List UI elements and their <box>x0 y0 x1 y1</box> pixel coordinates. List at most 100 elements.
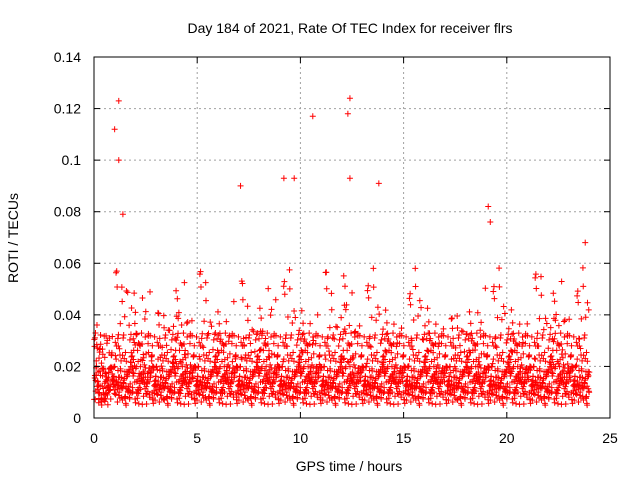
data-point <box>185 400 192 407</box>
data-point <box>243 367 250 374</box>
data-point <box>296 352 303 359</box>
data-point <box>418 304 425 311</box>
data-point <box>583 393 590 400</box>
data-point <box>222 341 229 348</box>
data-point <box>265 285 272 292</box>
data-point <box>457 349 464 356</box>
data-point <box>119 211 126 218</box>
x-tick-label: 10 <box>293 430 309 446</box>
data-point <box>135 390 142 397</box>
axis-tick-labels: 0 5 10 15 20 25 0 0.02 0.04 0.06 0.08 0.1 0.12 0.14 <box>54 49 618 446</box>
data-point <box>256 305 263 312</box>
data-point <box>364 356 371 363</box>
x-tick-label: 25 <box>602 430 618 446</box>
data-point <box>290 393 297 400</box>
data-point <box>376 311 383 318</box>
data-point <box>287 352 294 359</box>
data-point <box>311 383 318 390</box>
data-point <box>216 399 223 406</box>
data-point <box>392 361 399 368</box>
y-tick-label: 0 <box>73 410 81 426</box>
data-point <box>449 399 456 406</box>
data-point <box>586 389 593 396</box>
data-point <box>386 376 393 383</box>
data-point <box>445 397 452 404</box>
data-point <box>114 399 121 406</box>
data-point <box>297 372 304 379</box>
data-point <box>522 340 529 347</box>
data-point <box>104 401 111 408</box>
data-point <box>382 368 389 375</box>
data-point <box>219 384 226 391</box>
data-point <box>519 333 526 340</box>
data-point <box>312 340 319 347</box>
data-point <box>196 391 203 398</box>
data-point <box>504 336 511 343</box>
data-point <box>215 368 222 375</box>
data-point <box>369 367 376 374</box>
data-point <box>239 280 246 287</box>
data-point <box>173 287 180 294</box>
data-point <box>390 321 397 328</box>
data-point <box>200 389 207 396</box>
y-tick-label: 0.1 <box>62 152 82 168</box>
data-point <box>194 397 201 404</box>
data-point <box>389 389 396 396</box>
data-point <box>151 333 158 340</box>
data-point <box>182 347 189 354</box>
data-point <box>353 400 360 407</box>
data-point <box>366 343 373 350</box>
data-point <box>473 330 480 337</box>
data-point <box>195 363 202 370</box>
data-point <box>466 368 473 375</box>
data-point <box>428 376 435 383</box>
data-point <box>216 320 223 327</box>
data-point <box>276 400 283 407</box>
data-point <box>248 402 255 409</box>
data-point <box>110 373 117 380</box>
data-point <box>507 356 514 363</box>
data-point <box>275 342 282 349</box>
data-point <box>577 389 584 396</box>
data-point <box>553 395 560 402</box>
data-point <box>203 335 210 342</box>
data-point <box>454 324 461 331</box>
data-point <box>254 352 261 359</box>
data-point <box>371 335 378 342</box>
data-point <box>351 333 358 340</box>
data-point <box>259 328 266 335</box>
y-tick-label: 0.08 <box>54 204 81 220</box>
data-point <box>310 337 317 344</box>
data-point <box>417 372 424 379</box>
data-point <box>385 395 392 402</box>
data-point <box>170 359 177 366</box>
data-point <box>559 369 566 376</box>
data-point <box>549 372 556 379</box>
data-point <box>237 182 244 189</box>
data-point <box>422 352 429 359</box>
data-point <box>531 355 538 362</box>
data-point <box>350 361 357 368</box>
data-point <box>272 394 279 401</box>
data-point <box>347 382 354 389</box>
data-point <box>562 400 569 407</box>
data-point <box>551 298 558 305</box>
data-point <box>532 356 539 363</box>
data-point <box>134 395 141 402</box>
data-point <box>164 402 171 409</box>
data-point <box>568 342 575 349</box>
data-point <box>161 352 168 359</box>
data-point <box>160 396 167 403</box>
data-point <box>506 352 513 359</box>
data-point <box>330 332 337 339</box>
data-point <box>298 307 305 314</box>
data-point <box>123 288 130 295</box>
data-point <box>300 330 307 337</box>
data-point <box>532 274 539 281</box>
data-point <box>584 299 591 306</box>
data-point <box>499 393 506 400</box>
data-point <box>463 330 470 337</box>
data-point <box>109 333 116 340</box>
data-point <box>470 376 477 383</box>
data-point <box>210 336 217 343</box>
